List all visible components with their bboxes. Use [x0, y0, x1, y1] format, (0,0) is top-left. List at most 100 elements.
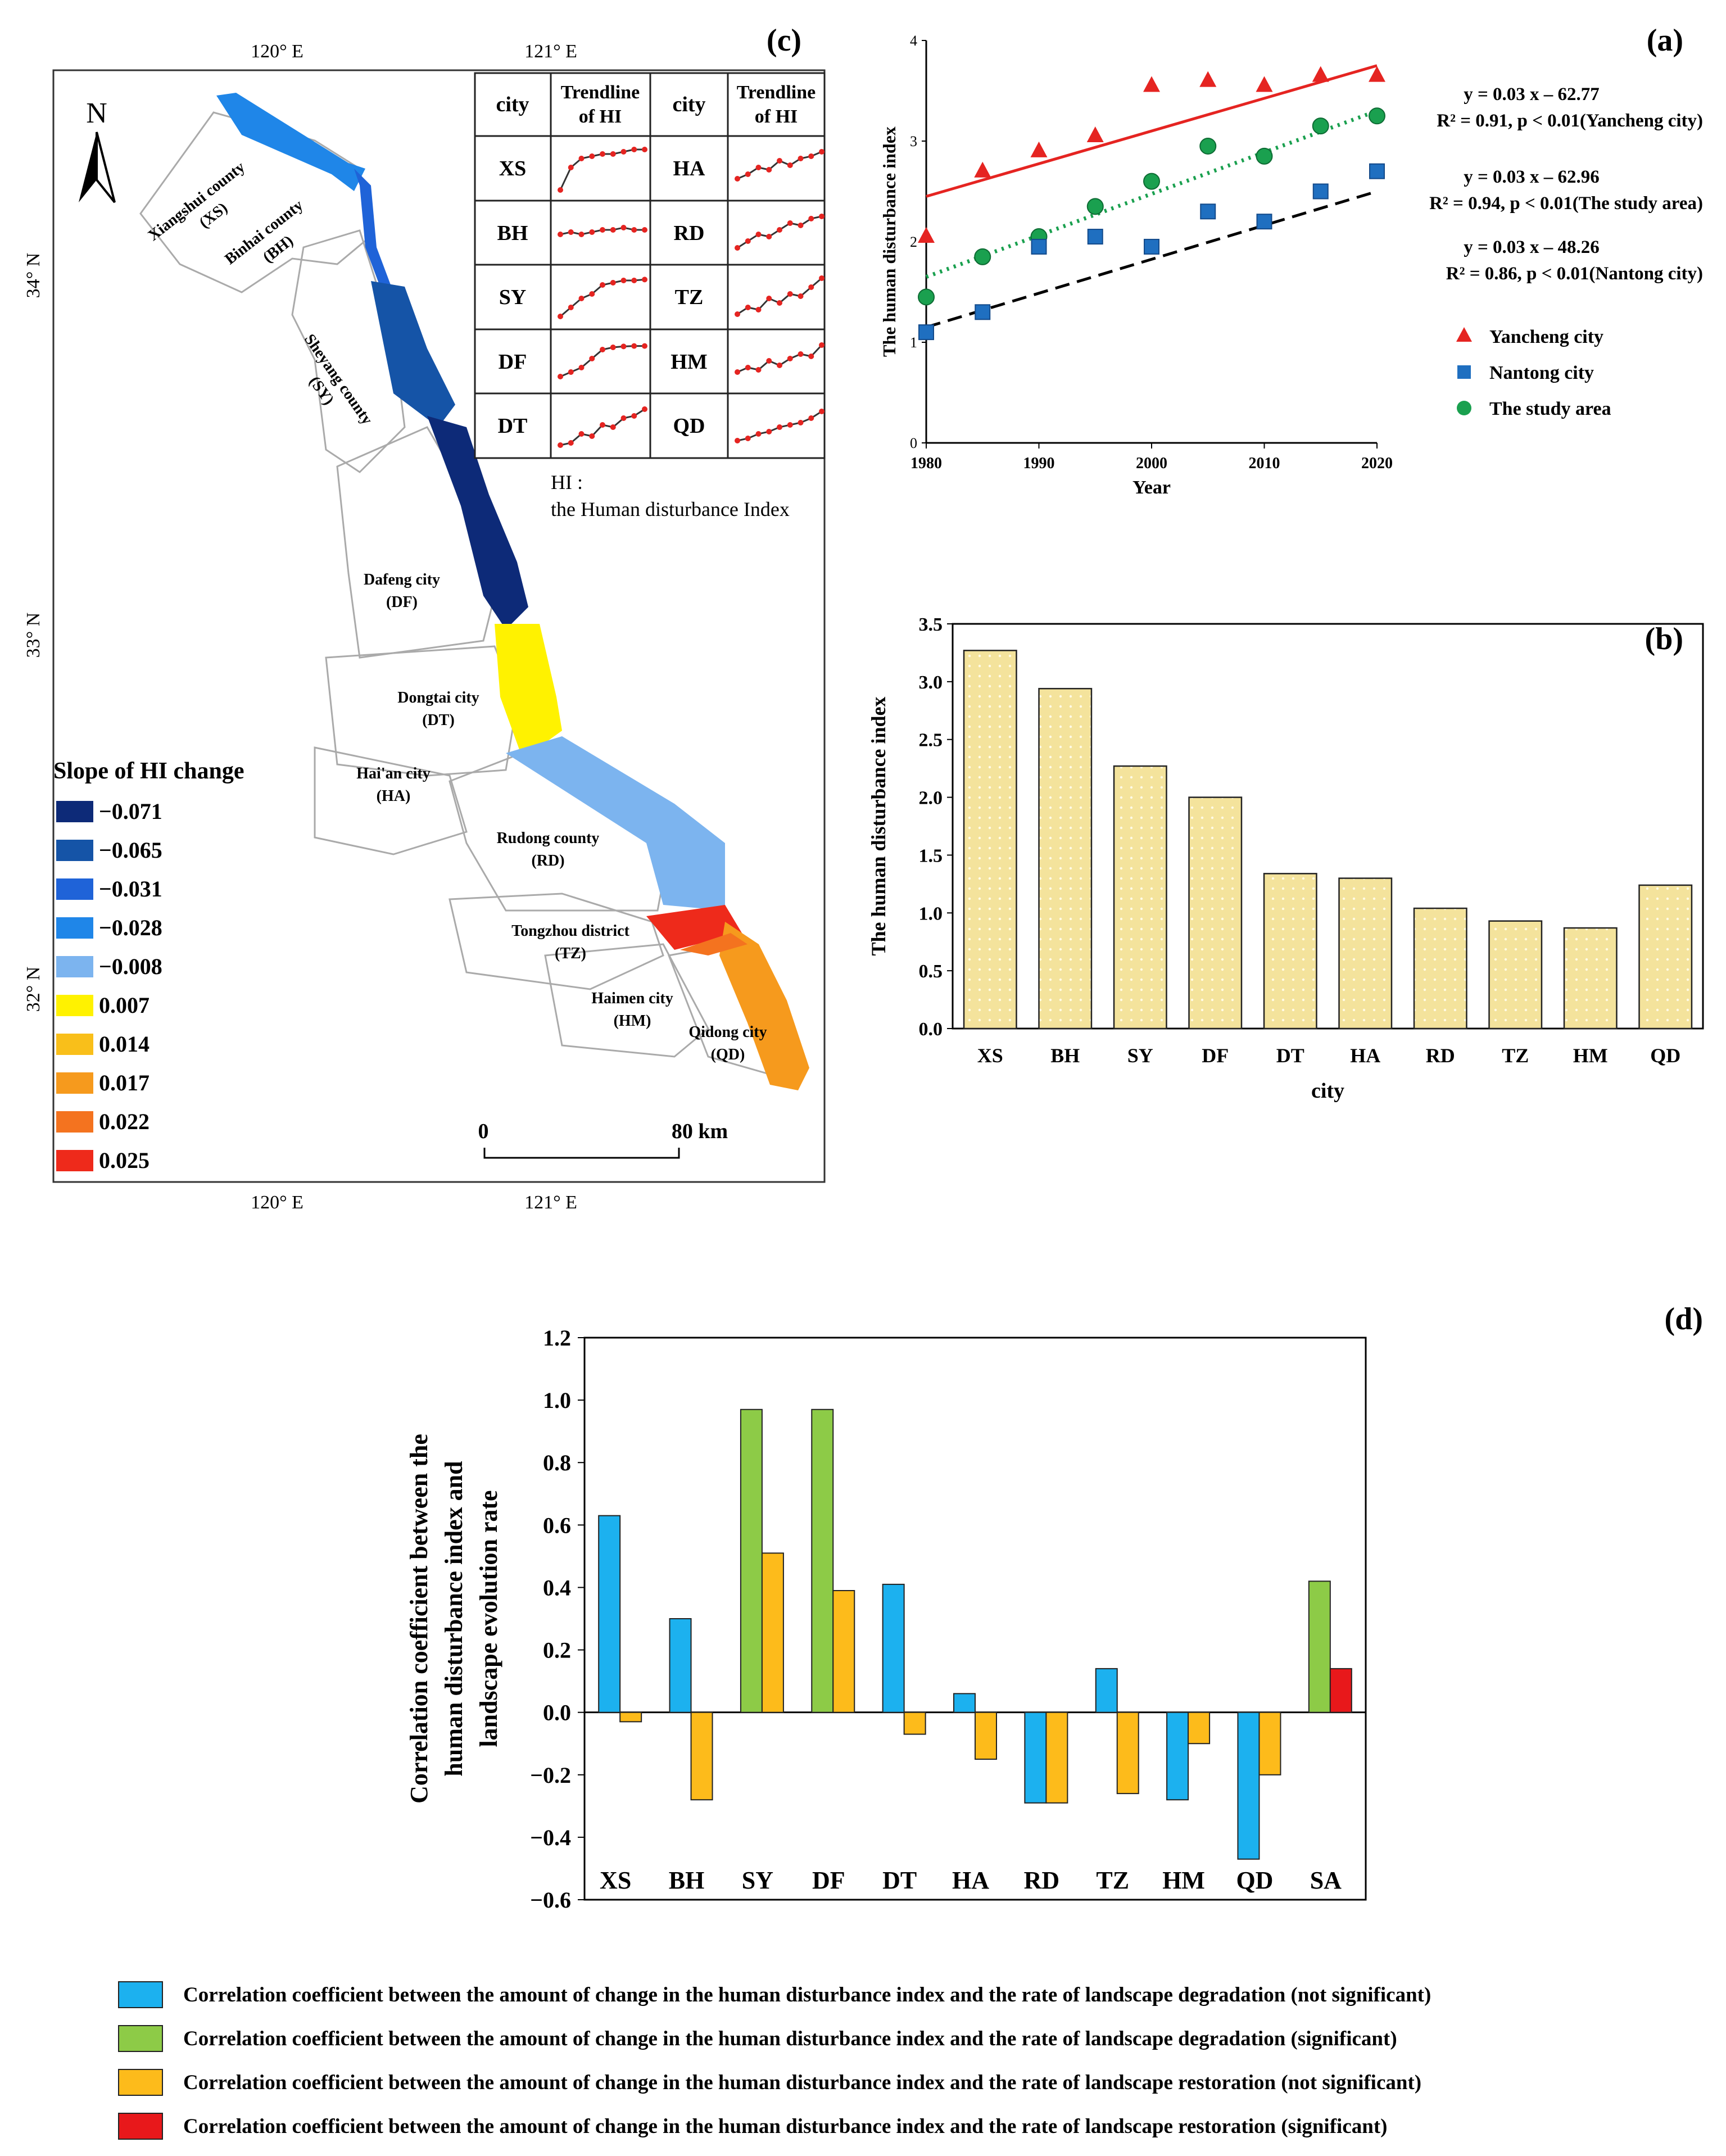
svg-text:of HI: of HI: [755, 106, 798, 127]
y-tick-label: 0.8: [543, 1450, 571, 1475]
map-legend-title: Slope of HI change: [53, 758, 244, 784]
trend-point: [600, 151, 605, 157]
map-legend-value: 0.017: [99, 1070, 150, 1095]
legend-label: Correlation coefficient between the amou…: [183, 2071, 1422, 2094]
trend-point: [642, 147, 647, 152]
trend-point: [589, 291, 595, 297]
x-axis-title: Year: [1132, 477, 1171, 498]
bar-HM: [1563, 927, 1618, 1030]
hi-note-desc: the Human disturbance Index: [551, 498, 790, 520]
chart-d-legend: Correlation coefficient between the amou…: [118, 1973, 1431, 2148]
y-axis-title: The human disturbance index: [867, 696, 890, 955]
trend-point: [558, 442, 563, 448]
bar-restoration-QD: [1258, 1711, 1281, 1775]
table-header-city: city: [496, 93, 529, 116]
trend-point: [745, 238, 751, 244]
trend-point: [558, 314, 563, 319]
trend-point: [745, 365, 751, 370]
y-tick-label: 0.0: [543, 1700, 571, 1725]
map-legend-swatch: [56, 840, 93, 861]
trend-point: [819, 275, 825, 281]
region-code: (RD): [531, 852, 564, 869]
bar-restoration-TZ: [1116, 1711, 1139, 1795]
trend-point: [755, 367, 762, 373]
table-city: DF: [499, 350, 527, 374]
legend-swatch: [118, 2069, 163, 2096]
trend-point: [808, 415, 814, 421]
trendline-2: [926, 190, 1378, 329]
y-tick-label: 2.5: [919, 730, 943, 751]
table-city: TZ: [675, 286, 704, 309]
x-tick-label: RD: [1024, 1867, 1060, 1894]
bar-degradation-QD: [1237, 1711, 1260, 1860]
x-tick-label: SA: [1310, 1867, 1342, 1894]
map-legend-swatch: [56, 917, 93, 939]
svg-text:0: 0: [478, 1120, 489, 1143]
x-tick-label: DT: [1276, 1044, 1304, 1067]
y-tick-label: 3.5: [919, 614, 943, 635]
lat-label-33-right: 33° N: [830, 613, 832, 658]
bar-degradation-TZ: [1095, 1668, 1118, 1713]
legend-item: Correlation coefficient between the amou…: [118, 2017, 1431, 2060]
table-city: HA: [673, 157, 706, 180]
bar-RD: [1413, 907, 1467, 1030]
trend-point: [631, 147, 637, 152]
chart-a-panel: (a) 0 1 2 3 4 1980 1990 2000 2010 2020 Year The hum…: [843, 0, 1726, 517]
trend-point: [787, 356, 793, 361]
trend-point: [620, 149, 627, 155]
trend-point: [568, 229, 574, 235]
trend-point: [631, 343, 637, 349]
data-point: [1143, 173, 1160, 190]
trend-point: [798, 293, 804, 299]
y-axis-title: human disturbance index and: [440, 1461, 468, 1776]
x-tick-label: QD: [1650, 1044, 1680, 1067]
data-point: [1312, 117, 1329, 135]
trend-point: [589, 433, 595, 439]
legend-item: Correlation coefficient between the amou…: [118, 2104, 1431, 2148]
data-point: [1200, 203, 1216, 220]
map-legend-swatch: [56, 878, 93, 900]
y-tick-label: 3.0: [919, 672, 943, 693]
svg-text:80 km: 80 km: [672, 1120, 728, 1143]
x-tick-label: HM: [1573, 1044, 1608, 1067]
trend-point: [745, 171, 751, 177]
panel-label-b: (b): [1645, 622, 1683, 656]
bar-degradation-BH: [669, 1618, 692, 1713]
data-point: [918, 227, 935, 243]
x-tick-label: TZ: [1502, 1044, 1529, 1067]
trend-point: [777, 424, 782, 430]
trend-point: [568, 440, 574, 446]
y-tick-label: 4: [910, 33, 917, 49]
table-city: BH: [497, 221, 528, 245]
trend-point: [600, 422, 605, 428]
trend-point: [589, 229, 595, 235]
lat-label-33-left: 33° N: [23, 613, 44, 658]
trend-point: [642, 343, 647, 349]
trend-point: [798, 351, 804, 357]
legend-swatch: [118, 1981, 163, 2008]
region-label: Qidong city: [688, 1023, 767, 1041]
trend-point: [798, 420, 804, 425]
trend-point: [777, 158, 782, 164]
bar-QD: [1638, 884, 1693, 1030]
y-tick-label: −0.4: [530, 1825, 571, 1850]
chart-b: (b) 0.0 0.5 1.0 1.5 2.0 2.5 3.0 3.5 XS BH SY DF DT HA…: [867, 614, 1704, 1103]
x-tick-label: RD: [1426, 1044, 1455, 1067]
table-city: RD: [674, 221, 705, 245]
trend-point: [568, 369, 574, 375]
scale-bar: 0 80 km: [478, 1120, 728, 1159]
stats-label: R² = 0.91, p < 0.01(Yancheng city): [1437, 111, 1703, 131]
trend-point: [578, 232, 585, 237]
map-legend-swatch: [56, 956, 93, 977]
panel-label-c: (c): [767, 23, 801, 58]
legend-swatch: [118, 2113, 163, 2140]
y-axis-title: Correlation coefficient between the: [405, 1434, 433, 1804]
trend-point: [735, 245, 740, 251]
map-panel: (c) 120° E 121° E 120° E 121° E 34° N 33…: [0, 0, 850, 1225]
x-tick-label: DT: [882, 1867, 917, 1894]
region-code: (HM): [614, 1012, 651, 1030]
legend-item: Correlation coefficient between the amou…: [118, 2060, 1431, 2104]
bar-degradation-DT: [882, 1583, 905, 1713]
y-tick-label: 0: [910, 435, 917, 451]
trend-point: [600, 282, 605, 288]
